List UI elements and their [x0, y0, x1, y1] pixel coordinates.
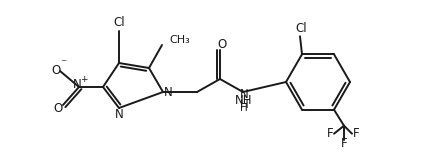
Text: Cl: Cl	[113, 17, 125, 29]
Text: O: O	[217, 37, 227, 51]
Text: +: +	[80, 75, 88, 85]
Text: H: H	[240, 103, 248, 113]
Text: O: O	[51, 64, 60, 76]
Text: O: O	[53, 102, 63, 115]
Text: F: F	[341, 137, 347, 150]
Text: F: F	[353, 127, 359, 140]
Text: Cl: Cl	[295, 22, 307, 35]
Text: H: H	[239, 98, 248, 110]
Text: F: F	[327, 127, 333, 140]
Text: N: N	[73, 79, 81, 92]
Text: ⁻: ⁻	[60, 58, 66, 70]
Text: CH₃: CH₃	[169, 35, 190, 45]
Text: N: N	[115, 108, 124, 121]
Text: NH: NH	[235, 93, 253, 106]
Text: N: N	[239, 87, 248, 100]
Text: N: N	[164, 86, 173, 98]
